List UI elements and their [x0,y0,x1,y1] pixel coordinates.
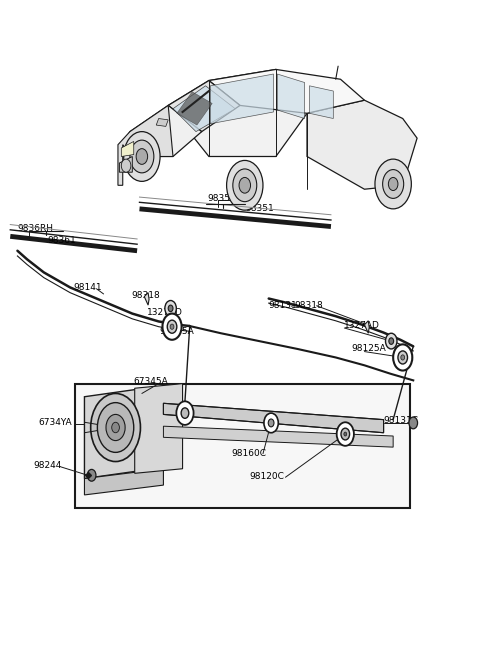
Polygon shape [118,106,173,185]
FancyBboxPatch shape [75,384,410,508]
Text: 98125A: 98125A [159,327,194,337]
Circle shape [124,132,160,181]
Circle shape [383,170,404,198]
Text: 9836RH: 9836RH [17,224,53,233]
Text: 98244: 98244 [33,461,61,470]
Circle shape [389,338,394,344]
Circle shape [336,422,354,446]
Polygon shape [144,293,149,305]
Polygon shape [121,142,134,157]
Polygon shape [84,469,163,495]
Circle shape [165,300,176,316]
Circle shape [409,417,418,429]
Circle shape [87,470,96,482]
Polygon shape [168,81,240,132]
Text: 98318: 98318 [131,291,160,300]
Circle shape [264,413,278,433]
Circle shape [91,394,141,462]
Circle shape [375,159,411,209]
Text: 1327AD: 1327AD [147,308,182,317]
Polygon shape [310,86,333,119]
Text: 98141: 98141 [73,283,102,292]
Text: 98318: 98318 [295,301,324,310]
Circle shape [341,428,349,440]
Circle shape [385,333,397,349]
Text: 1327AD: 1327AD [344,321,380,330]
Text: 98125A: 98125A [351,344,386,354]
Circle shape [268,419,274,427]
Polygon shape [177,92,212,125]
Polygon shape [163,426,393,447]
Polygon shape [209,70,364,113]
Circle shape [168,305,173,312]
Circle shape [106,415,125,441]
Circle shape [162,314,181,340]
Circle shape [388,177,398,190]
Circle shape [398,351,408,364]
Text: 98131: 98131 [269,301,298,310]
Circle shape [97,403,134,453]
Text: 6734YA: 6734YA [38,419,72,428]
Polygon shape [210,74,274,124]
Polygon shape [364,321,369,333]
Polygon shape [120,157,132,173]
Text: 9835LH: 9835LH [207,194,242,203]
Circle shape [393,344,412,371]
Polygon shape [277,74,305,119]
Circle shape [233,169,257,201]
Circle shape [112,422,120,433]
Circle shape [239,177,251,193]
Circle shape [130,140,154,173]
Circle shape [167,320,177,333]
Circle shape [176,401,193,425]
Circle shape [170,324,174,329]
Text: 98131C: 98131C [384,417,419,426]
Circle shape [136,149,148,165]
Text: 98120C: 98120C [250,472,285,481]
Polygon shape [163,403,384,433]
Circle shape [181,408,189,419]
Circle shape [121,159,131,173]
Polygon shape [168,70,307,157]
Text: 67345A: 67345A [134,377,168,386]
Polygon shape [173,86,235,132]
Text: 98361: 98361 [48,236,76,245]
Text: 98351: 98351 [246,205,275,213]
Polygon shape [307,100,417,189]
Circle shape [344,432,347,436]
Text: 98160C: 98160C [232,449,267,458]
Circle shape [401,355,405,360]
Polygon shape [156,119,168,127]
Polygon shape [135,384,182,474]
Polygon shape [84,387,154,479]
Circle shape [227,161,263,210]
Polygon shape [123,106,202,157]
